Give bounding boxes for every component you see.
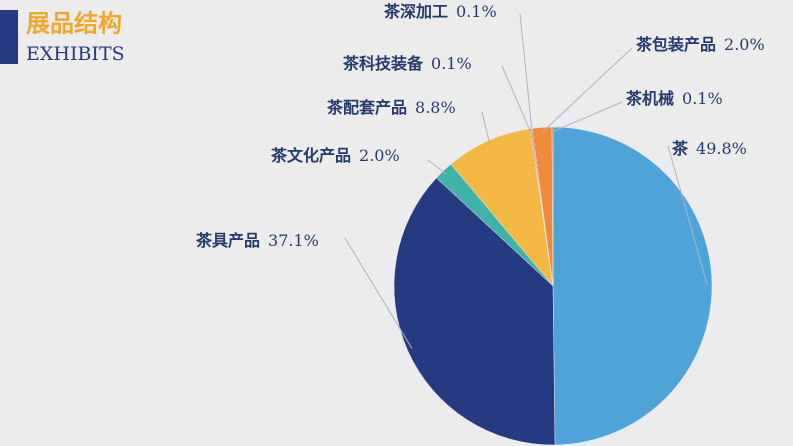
pie-slice (450, 128, 554, 287)
slice-value: 37.1% (268, 231, 319, 250)
slice-label: 茶文化产品 2.0% (270, 146, 400, 165)
slice-name: 茶深加工 (383, 2, 448, 21)
title-bar (0, 10, 18, 64)
leader-line (519, 13, 533, 134)
slice-value: 0.1% (456, 2, 497, 21)
leader-line (552, 101, 623, 133)
slice-name: 茶具产品 (195, 231, 260, 250)
pie-slice (552, 126, 713, 446)
leader-line (427, 159, 448, 175)
slice-name: 茶科技装备 (342, 54, 424, 73)
leader-line (667, 145, 708, 286)
pie-slice (393, 177, 556, 446)
chart-subtitle: EXHIBITS (26, 43, 125, 65)
slice-name: 茶机械 (625, 89, 674, 108)
slice-label: 茶包装产品 2.0% (635, 35, 765, 54)
slice-label: 茶具产品 37.1% (195, 231, 319, 250)
slice-label: 茶深加工 0.1% (383, 2, 497, 21)
slice-value: 49.8% (696, 139, 747, 158)
slice-value: 2.0% (359, 146, 400, 165)
slice-name: 茶包装产品 (635, 35, 716, 54)
slice-name: 茶文化产品 (270, 146, 351, 165)
slice-label: 茶机械 0.1% (625, 89, 723, 108)
leader-line (344, 237, 413, 349)
slice-name: 茶配套产品 (326, 98, 407, 117)
slice-value: 0.1% (431, 54, 472, 73)
slice-label: 茶科技装备 0.1% (342, 54, 472, 73)
leader-line (501, 65, 532, 134)
pie-slice (551, 126, 554, 287)
slice-label: 茶配套产品 8.8% (326, 98, 456, 117)
chart-title: 展品结构 (26, 9, 122, 38)
leader-line (481, 111, 491, 146)
slice-value: 8.8% (415, 98, 456, 117)
slice-label: 茶 49.8% (671, 139, 747, 158)
slice-value: 2.0% (724, 35, 765, 54)
slice-value: 0.1% (682, 89, 723, 108)
slice-name: 茶 (671, 139, 689, 158)
leader-line (542, 47, 633, 133)
